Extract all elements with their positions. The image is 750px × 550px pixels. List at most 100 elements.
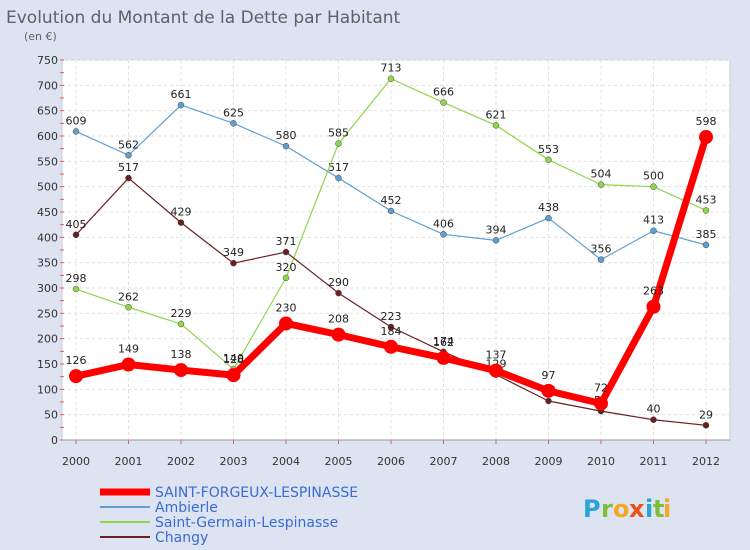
data-label-changy: 290 [328, 276, 349, 289]
data-point-saint-germain-lespinasse [387, 75, 395, 82]
legend-label: SAINT-FORGEUX-LESPINASSE [155, 485, 358, 501]
x-tick-label: 2002 [167, 455, 195, 468]
data-point-saint-germain-lespinasse [72, 285, 80, 293]
data-point-saint-forgeux-lespinasse [121, 357, 136, 372]
data-point-ambierle [72, 128, 80, 135]
data-label-saint-forgeux-lespinasse: 208 [328, 313, 349, 326]
data-label-saint-forgeux-lespinasse: 598 [696, 115, 717, 128]
x-tick-label: 2012 [692, 455, 720, 468]
data-point-ambierle [597, 256, 605, 263]
data-point-ambierle [387, 207, 395, 215]
data-point-changy [282, 248, 290, 256]
plot-area: 0 50 100 150 200 250 300 350 400 450 500 550 600 650 7… [37, 54, 731, 468]
y-tick-label: 300 [37, 282, 58, 295]
y-tick-label: 650 [37, 105, 58, 118]
data-label-changy: 405 [66, 218, 87, 231]
brand-letter: t [653, 495, 664, 523]
data-label-ambierle: 406 [433, 217, 454, 230]
x-tick-label: 2001 [115, 455, 143, 468]
y-tick-label: 450 [37, 206, 58, 219]
data-label-ambierle: 661 [171, 88, 192, 101]
data-label-ambierle: 452 [381, 194, 402, 207]
data-label-saint-forgeux-lespinasse: 230 [276, 301, 297, 314]
data-label-changy: 223 [381, 310, 402, 323]
data-label-saint-germain-lespinasse: 500 [643, 170, 664, 183]
data-point-saint-germain-lespinasse [335, 140, 342, 147]
data-point-ambierle [335, 174, 342, 182]
brand-letter: o [613, 495, 630, 523]
data-point-ambierle [177, 101, 185, 109]
x-tick-label: 2000 [62, 455, 90, 468]
y-tick-label: 700 [37, 79, 58, 92]
data-label-saint-germain-lespinasse: 621 [486, 108, 507, 121]
brand-letter: i [663, 495, 671, 523]
data-point-saint-germain-lespinasse [125, 304, 132, 311]
data-label-saint-germain-lespinasse: 585 [328, 127, 349, 140]
data-point-saint-forgeux-lespinasse [174, 363, 188, 378]
y-tick-label: 250 [37, 307, 58, 320]
data-label-ambierle: 625 [223, 106, 244, 119]
x-tick-label: 2004 [272, 455, 300, 468]
x-tick-label: 2007 [430, 455, 458, 468]
data-point-saint-germain-lespinasse [492, 122, 500, 129]
data-label-saint-germain-lespinasse: 504 [591, 168, 612, 181]
y-tick-label: 600 [37, 130, 58, 143]
data-point-saint-forgeux-lespinasse [279, 316, 293, 331]
chart-title: Evolution du Montant de la Dette par Hab… [6, 8, 401, 28]
y-tick-label: 750 [37, 54, 58, 67]
data-label-changy: 429 [171, 206, 192, 219]
data-label-saint-germain-lespinasse: 140 [223, 352, 244, 365]
data-label-saint-germain-lespinasse: 229 [171, 307, 192, 320]
data-point-saint-germain-lespinasse [650, 183, 657, 190]
x-tick-label: 2009 [535, 455, 563, 468]
data-point-ambierle [440, 231, 447, 238]
data-point-saint-germain-lespinasse [282, 274, 290, 282]
data-point-changy [230, 259, 237, 267]
data-label-ambierle: 394 [486, 223, 507, 236]
data-label-saint-germain-lespinasse: 713 [381, 62, 402, 75]
x-tick-label: 2003 [220, 455, 248, 468]
y-tick-label: 350 [37, 257, 58, 270]
data-label-ambierle: 517 [328, 161, 349, 174]
data-label-saint-forgeux-lespinasse: 97 [542, 369, 556, 382]
x-tick-label: 2010 [587, 455, 615, 468]
data-point-ambierle [125, 152, 132, 159]
data-label-ambierle: 438 [538, 201, 559, 214]
data-point-changy [177, 219, 185, 226]
data-label-ambierle: 385 [696, 228, 717, 241]
legend-label: Ambierle [155, 500, 218, 516]
data-point-changy [387, 323, 395, 331]
data-label-saint-germain-lespinasse: 453 [696, 193, 717, 206]
plot-background [61, 59, 731, 441]
brand-letter: x [629, 495, 645, 523]
x-tick-label: 2011 [640, 455, 668, 468]
data-point-saint-germain-lespinasse [545, 156, 552, 164]
data-point-saint-germain-lespinasse [702, 207, 710, 214]
x-tick-label: 2006 [377, 455, 405, 468]
data-label-changy: 40 [647, 403, 661, 416]
data-label-saint-germain-lespinasse: 298 [66, 272, 87, 285]
data-point-saint-forgeux-lespinasse [331, 327, 346, 342]
legend-label: Changy [155, 530, 208, 546]
data-label-saint-forgeux-lespinasse: 263 [643, 285, 664, 298]
data-label-saint-forgeux-lespinasse: 149 [118, 343, 139, 356]
y-tick-label: 0 [51, 434, 58, 447]
y-tick-label: 200 [37, 333, 58, 346]
data-label-saint-forgeux-lespinasse: 184 [381, 325, 402, 338]
legend: SAINT-FORGEUX-LESPINASSEAmbierleSaint-Ge… [100, 485, 358, 546]
x-tick-label: 2008 [482, 455, 510, 468]
data-label-saint-forgeux-lespinasse: 128 [223, 353, 244, 366]
data-point-ambierle [702, 241, 710, 249]
data-point-changy [335, 289, 342, 297]
data-point-saint-forgeux-lespinasse [226, 368, 241, 383]
y-tick-label: 100 [37, 383, 58, 396]
data-point-changy [125, 174, 132, 182]
data-label-ambierle: 562 [118, 138, 139, 151]
legend-label: Saint-Germain-Lespinasse [155, 515, 338, 531]
data-point-saint-forgeux-lespinasse [699, 130, 713, 145]
data-label-saint-germain-lespinasse: 320 [276, 261, 297, 274]
data-point-saint-forgeux-lespinasse [594, 396, 608, 411]
data-label-saint-germain-lespinasse: 553 [538, 143, 559, 156]
data-point-saint-forgeux-lespinasse [436, 350, 451, 365]
